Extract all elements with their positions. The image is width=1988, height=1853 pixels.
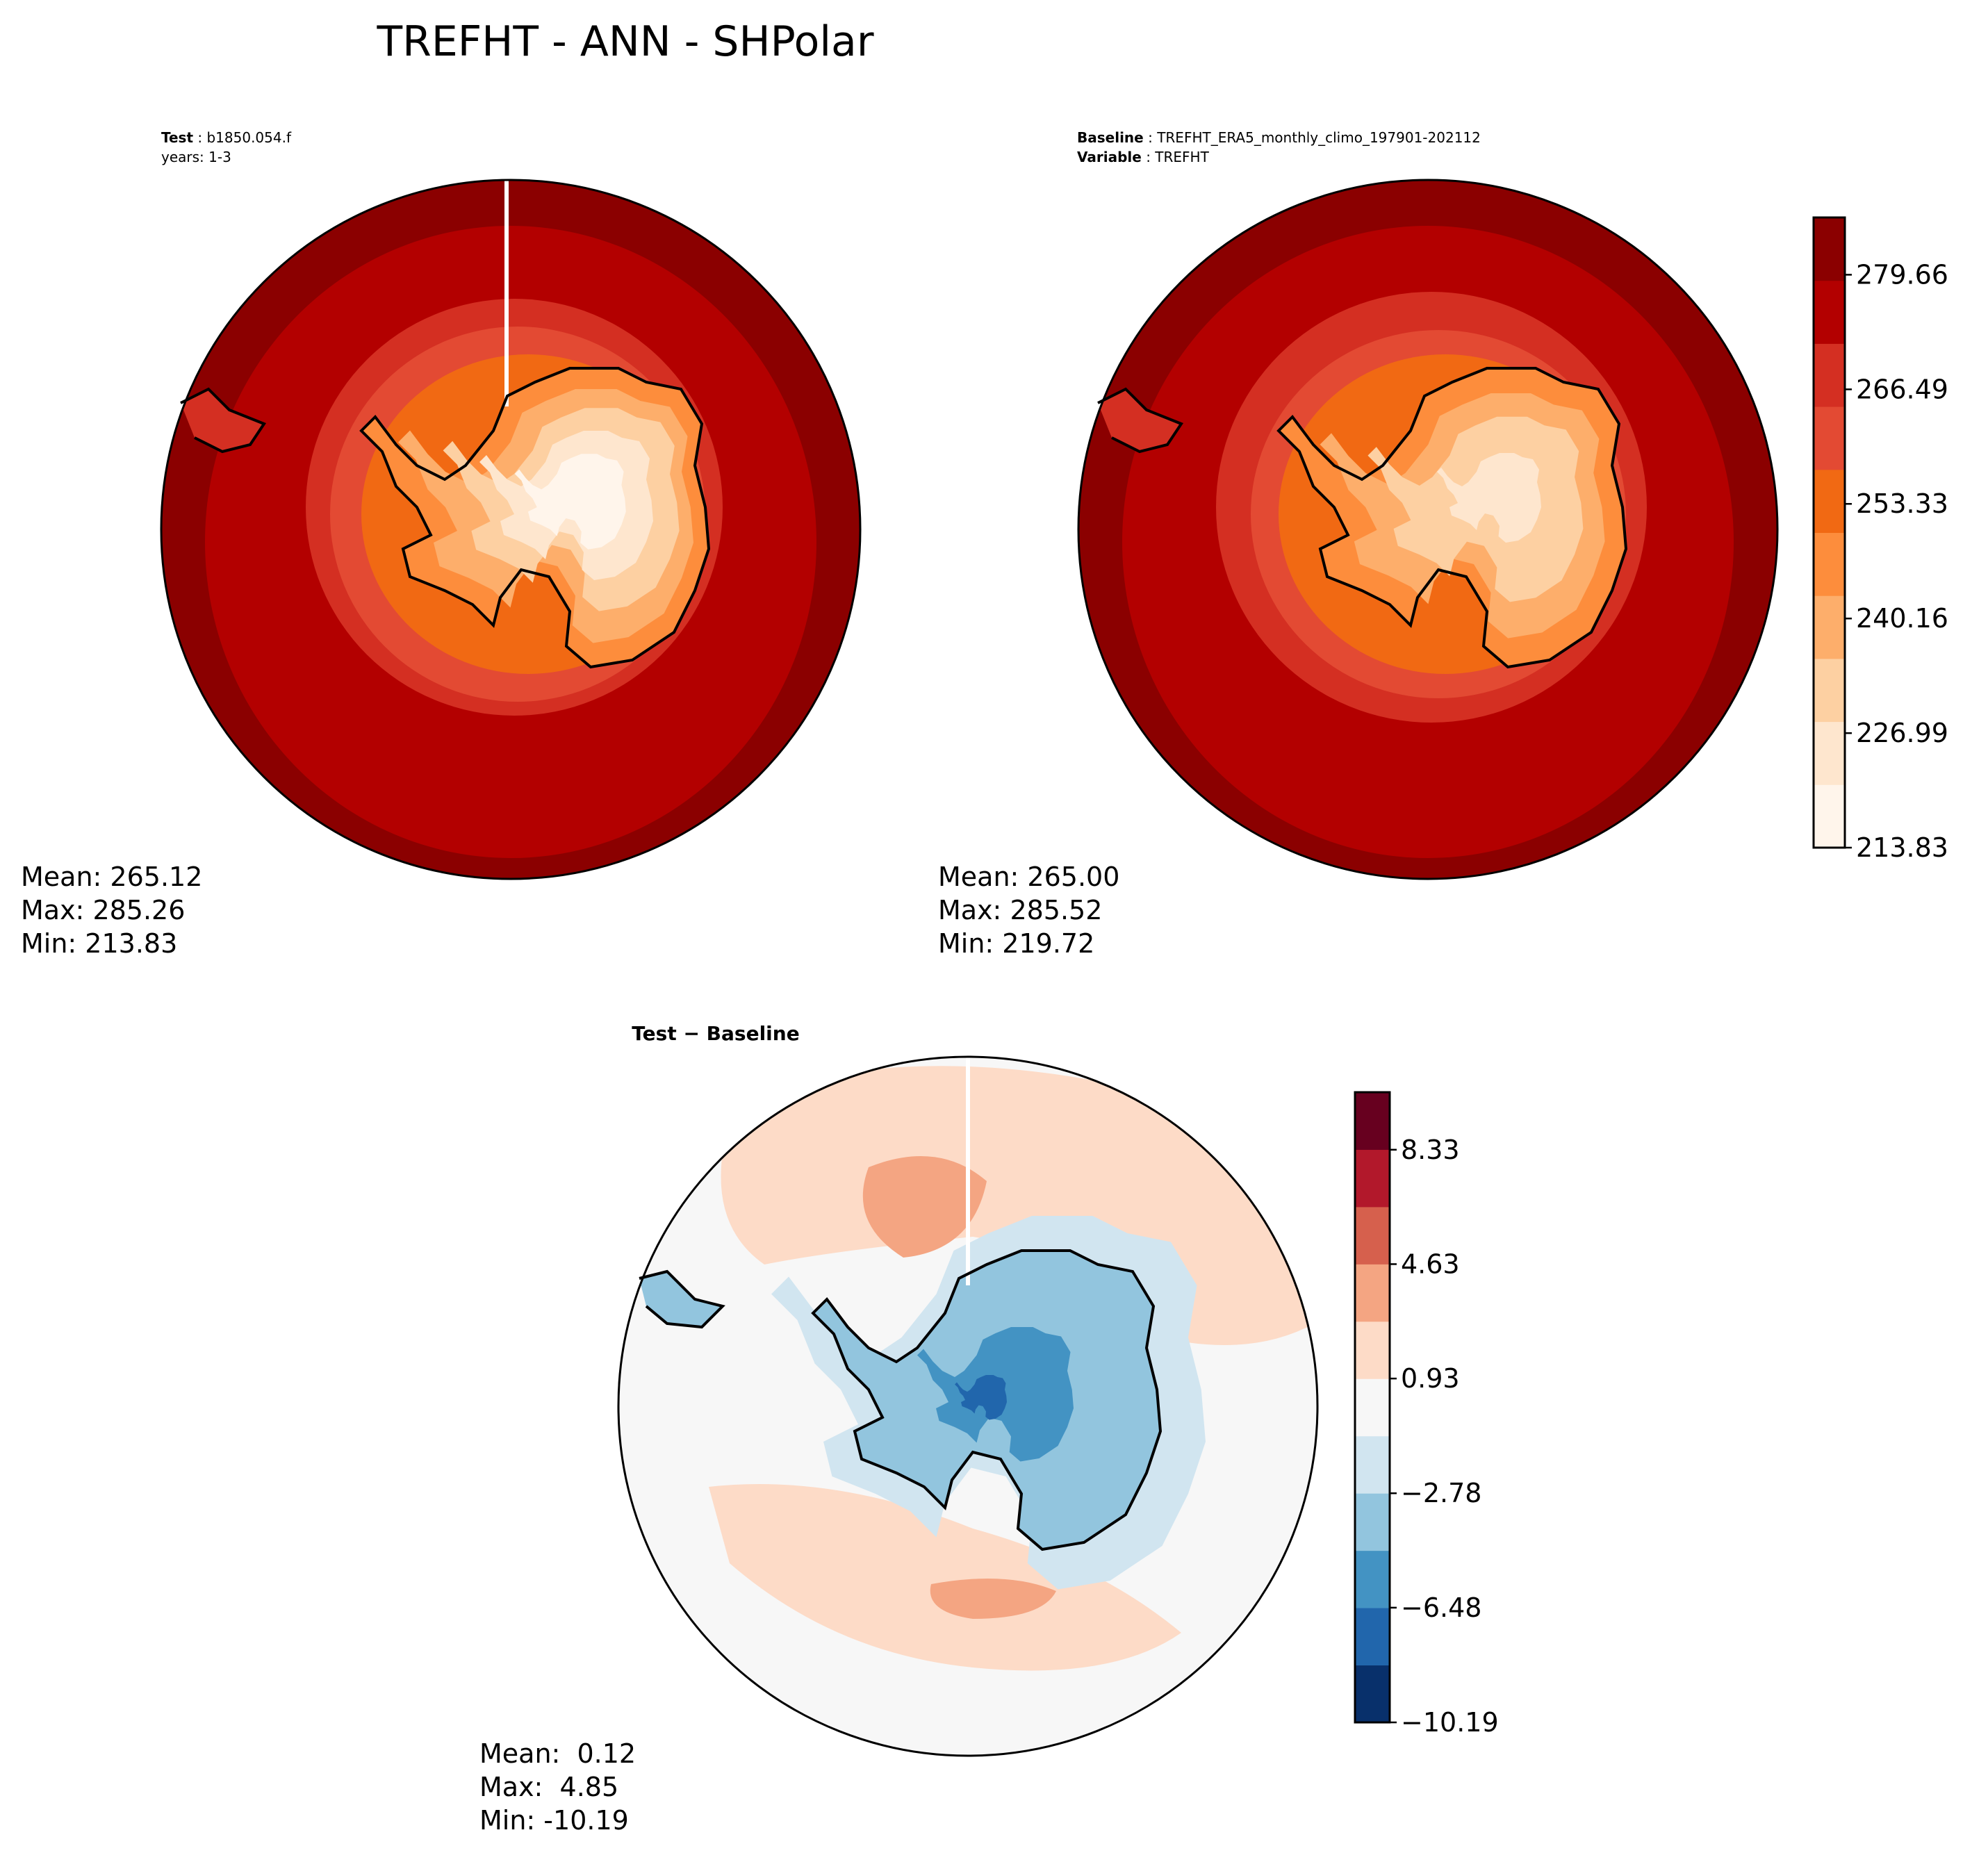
test-map: [161, 180, 860, 879]
colorbar-tick-label: −6.48: [1401, 1592, 1481, 1623]
colorbar-tick-label: 240.16: [1856, 603, 1948, 634]
colorbar-segment: [1355, 1435, 1390, 1494]
baseline-variable: Variable : TREFHT: [1077, 149, 1210, 165]
colorbar-segment: [1814, 343, 1845, 407]
test-years: years: 1-3: [161, 149, 231, 165]
baseline-label: Baseline : TREFHT_ERA5_monthly_climo_197…: [1077, 129, 1481, 146]
baseline-panel: Baseline : TREFHT_ERA5_monthly_climo_197…: [938, 129, 1779, 959]
colorbar-segment: [1814, 595, 1845, 659]
test-label: Test : b1850.054.f: [161, 129, 292, 146]
baseline-map-border: [1077, 179, 1779, 880]
colorbar-segment: [1814, 721, 1845, 785]
colorbar-segment: [1355, 1092, 1390, 1150]
difference-map: [618, 1057, 1317, 1756]
colorbar-segment: [1355, 1493, 1390, 1551]
svg-text:Max: 4.85: Max: 4.85: [479, 1772, 618, 1802]
colorbar-tick-label: 213.83: [1856, 832, 1948, 863]
difference-panel: Test − Baseline Mean: 0.12 Max: [479, 1022, 1319, 1836]
test-map-border: [160, 179, 862, 880]
colorbar-tick-label: 8.33: [1401, 1135, 1460, 1165]
colorbar-segment: [1355, 1149, 1390, 1208]
svg-text:Min: 219.72: Min: 219.72: [938, 928, 1094, 959]
colorbar-segment: [1814, 532, 1845, 596]
colorbar-segment: [1355, 1378, 1390, 1437]
svg-text:Mean: 0.12: Mean: 0.12: [479, 1738, 636, 1769]
difference-stats: Mean: 0.12 Max: 4.85 Min: -10.19: [479, 1738, 636, 1836]
colorbar-tick-label: −2.78: [1401, 1478, 1481, 1508]
colorbar-tick-label: 0.93: [1401, 1363, 1460, 1394]
svg-text:Mean: 265.12: Mean: 265.12: [21, 862, 202, 892]
figure-title: TREFHT - ANN - SHPolar: [377, 17, 874, 66]
colorbar-segment: [1355, 1608, 1390, 1666]
colorbar-frame: [1812, 216, 1846, 849]
difference-title: Test − Baseline: [632, 1022, 799, 1045]
colorbar-segment: [1814, 217, 1845, 281]
difference-colorbar: −10.19 −6.48 −2.78 0.93 4.63 8.33: [1354, 1091, 1499, 1738]
svg-text:Max: 285.26: Max: 285.26: [21, 895, 185, 925]
baseline-stats: Mean: 265.00 Max: 285.52 Min: 219.72: [938, 862, 1119, 959]
colorbar-frame: [1354, 1091, 1391, 1724]
colorbar-tick-label: 253.33: [1856, 488, 1948, 519]
colorbar-segment: [1355, 1665, 1390, 1723]
colorbar-tick-label: 266.49: [1856, 374, 1948, 404]
colorbar-segment: [1814, 784, 1845, 848]
colorbar-segment: [1814, 658, 1845, 723]
colorbar-tick-label: −10.19: [1401, 1707, 1499, 1738]
colorbar-segment: [1814, 406, 1845, 470]
colorbar-segment: [1814, 280, 1845, 344]
svg-text:Min: 213.83: Min: 213.83: [21, 928, 177, 959]
difference-map-border: [617, 1055, 1319, 1757]
colorbar-tick-label: 279.66: [1856, 259, 1948, 290]
colorbar-segment: [1814, 469, 1845, 533]
colorbar-segment: [1355, 1206, 1390, 1265]
colorbar-tick-label: 226.99: [1856, 718, 1948, 748]
svg-text:Min: -10.19: Min: -10.19: [479, 1805, 629, 1836]
colorbar-tick-label: 4.63: [1401, 1249, 1460, 1279]
colorbar-segment: [1355, 1264, 1390, 1322]
temperature-colorbar: 213.83 226.99 240.16 253.33 266.49 279.66: [1812, 216, 1948, 863]
test-panel: Test : b1850.054.f years: 1-3 M: [21, 129, 862, 959]
baseline-map: [1078, 180, 1777, 879]
svg-text:Max: 285.52: Max: 285.52: [938, 895, 1102, 925]
svg-text:Mean: 265.00: Mean: 265.00: [938, 862, 1119, 892]
colorbar-segment: [1355, 1321, 1390, 1379]
test-stats: Mean: 265.12 Max: 285.26 Min: 213.83: [21, 862, 202, 959]
colorbar-segment: [1355, 1550, 1390, 1608]
